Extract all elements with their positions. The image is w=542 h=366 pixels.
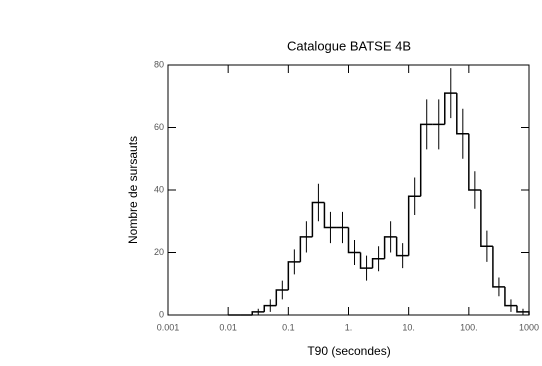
histogram-step xyxy=(407,195,421,256)
x-tick-label: 0.001 xyxy=(157,322,180,332)
histogram-step xyxy=(263,304,277,312)
x-tick-label: 1. xyxy=(345,322,353,332)
histogram-step xyxy=(480,190,493,247)
histogram-step xyxy=(383,236,397,259)
histogram-step xyxy=(359,252,373,269)
histogram-step xyxy=(371,258,385,269)
histogram-step xyxy=(311,201,325,237)
x-tick-label: 1000 xyxy=(519,322,539,332)
histogram-step xyxy=(323,202,337,229)
y-tick-label: 20 xyxy=(154,247,164,257)
x-tick-label: 10. xyxy=(402,322,415,332)
histogram-step xyxy=(395,236,409,257)
histogram-step xyxy=(468,133,481,191)
x-tick-label: 0.1 xyxy=(282,322,295,332)
histogram-step xyxy=(492,246,505,288)
chart-title: Catalogue BATSE 4B xyxy=(287,38,411,53)
y-tick-label: 80 xyxy=(154,59,164,69)
histogram-step xyxy=(299,236,313,262)
histogram-step xyxy=(347,227,361,254)
x-tick-label: 100. xyxy=(460,322,478,332)
histogram-step xyxy=(456,93,469,135)
x-tick-label: 0.01 xyxy=(219,322,237,332)
histogram-step xyxy=(251,311,265,315)
y-axis-label: Nombre de sursauts xyxy=(126,136,140,244)
histogram-step xyxy=(275,289,289,306)
x-axis-label: T90 (secondes) xyxy=(307,344,390,358)
histogram-step xyxy=(287,261,301,290)
y-tick-label: 60 xyxy=(154,122,164,132)
histogram-step xyxy=(419,123,433,197)
y-tick-label: 0 xyxy=(159,309,164,319)
y-tick-label: 40 xyxy=(154,184,164,194)
histogram-step xyxy=(504,286,517,307)
histogram-step xyxy=(444,92,457,125)
